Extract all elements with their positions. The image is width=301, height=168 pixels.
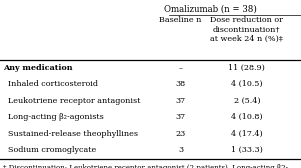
Text: 23: 23 — [175, 130, 186, 138]
Text: 4 (10.8): 4 (10.8) — [231, 113, 263, 121]
Text: 2 (5.4): 2 (5.4) — [234, 97, 260, 105]
Text: 1 (33.3): 1 (33.3) — [231, 146, 263, 154]
Text: 3: 3 — [178, 146, 183, 154]
Text: † Discontinuation: Leukotriene receptor antagonist (2 patients), Long-acting β2-: † Discontinuation: Leukotriene receptor … — [3, 164, 288, 168]
Text: 4 (10.5): 4 (10.5) — [231, 80, 263, 88]
Text: 37: 37 — [175, 113, 186, 121]
Text: 37: 37 — [175, 97, 186, 105]
Text: Leukotriene receptor antagonist: Leukotriene receptor antagonist — [3, 97, 140, 105]
Text: Inhaled corticosteroid: Inhaled corticosteroid — [3, 80, 98, 88]
Text: Any medication: Any medication — [3, 64, 73, 72]
Text: Dose reduction or
discontinuation†
at week 24 n (%)‡: Dose reduction or discontinuation† at we… — [210, 16, 283, 43]
Text: –: – — [178, 64, 183, 72]
Text: 4 (17.4): 4 (17.4) — [231, 130, 263, 138]
Text: 11 (28.9): 11 (28.9) — [228, 64, 265, 72]
Text: Omalizumab (n = 38): Omalizumab (n = 38) — [164, 4, 257, 13]
Text: Sustained-release theophyllines: Sustained-release theophyllines — [3, 130, 138, 138]
Text: Baseline n: Baseline n — [160, 16, 202, 24]
Text: Long-acting β₂-agonists: Long-acting β₂-agonists — [3, 113, 104, 121]
Text: 38: 38 — [175, 80, 186, 88]
Text: Sodium cromoglycate: Sodium cromoglycate — [3, 146, 96, 154]
